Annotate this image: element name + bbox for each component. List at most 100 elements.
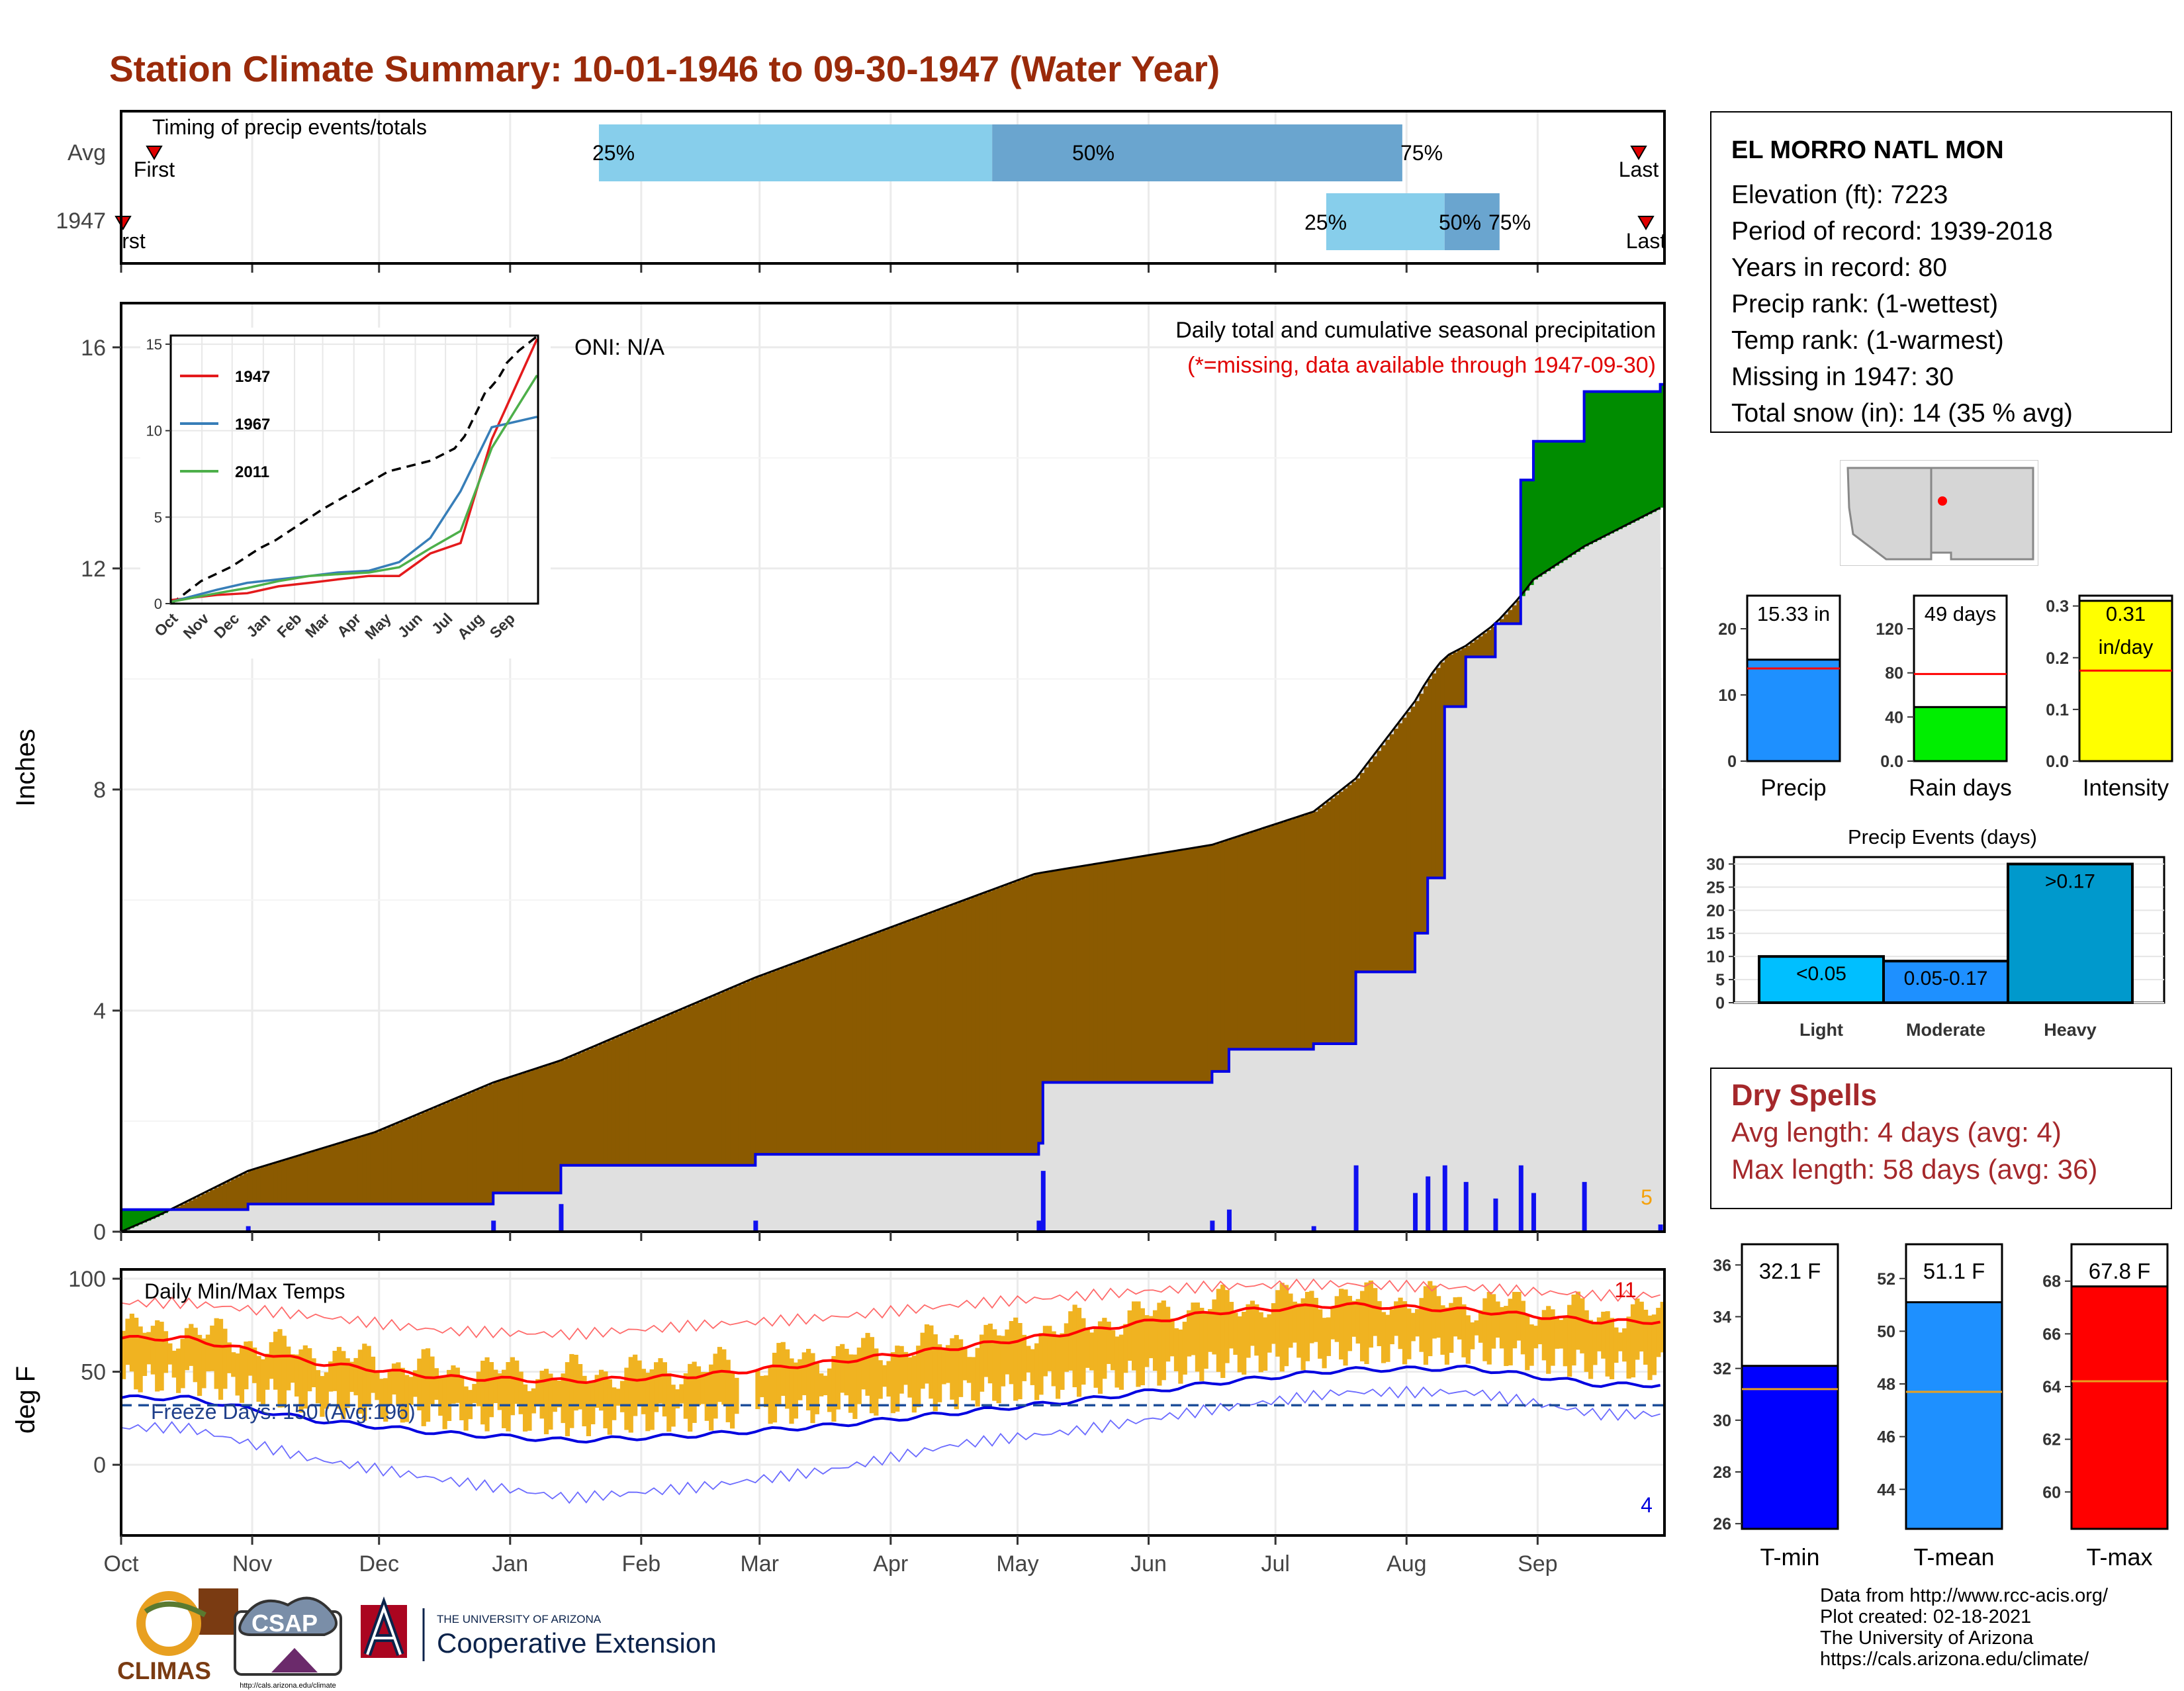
mini-tick-label: 0.0 [2046, 753, 2069, 771]
precip-deficit-slice [539, 1067, 545, 1193]
dry-spells-title: Dry Spells [1731, 1078, 1878, 1112]
temp-daily-bar [231, 1352, 236, 1377]
timing-last-avg: Last [1619, 158, 1659, 181]
precip-deficit-slice [785, 966, 790, 1155]
precip-deficit-slice [645, 1024, 651, 1165]
temp-daily-bar [1423, 1286, 1429, 1365]
mini-label: Rain days [1909, 775, 2012, 801]
temp-daily-bar [1258, 1312, 1263, 1373]
temp-daily-bar [404, 1375, 410, 1422]
temp-daily-bar [1279, 1283, 1285, 1372]
temp-daily-bar [1115, 1336, 1120, 1388]
temp-daily-bar [1537, 1318, 1543, 1345]
temp-daily-bar [886, 1361, 891, 1397]
precip-surplus-slice [1622, 391, 1627, 527]
precip-daily-bar [1426, 1176, 1431, 1232]
month-label: Dec [359, 1551, 398, 1577]
precip-deficit-slice [1373, 756, 1378, 972]
temp-daily-bar [1157, 1303, 1162, 1386]
precip-caption: Daily total and cumulative seasonal prec… [1175, 318, 1656, 343]
temp-daily-bar [1152, 1310, 1158, 1371]
temp-daily-bar [730, 1371, 735, 1429]
precip-deficit-slice [789, 964, 794, 1155]
precip-deficit-slice [797, 962, 803, 1155]
temp-record-max-line [120, 1278, 1661, 1341]
precip-deficit-slice [239, 1175, 244, 1210]
temp-daily-bar [362, 1344, 367, 1421]
temp-daily-bar [408, 1377, 414, 1405]
temp-daily-bar [1246, 1304, 1251, 1358]
temp-daily-bar [171, 1350, 177, 1378]
climas-text: CLIMAS [117, 1657, 211, 1684]
precip-deficit-slice [302, 1154, 308, 1205]
temp-daily-bar [1000, 1336, 1006, 1387]
precip-deficit-slice [1288, 819, 1293, 1050]
precip-deficit-slice [1115, 860, 1120, 1083]
precip-deficit-slice [294, 1156, 299, 1205]
temp-daily-bar [658, 1358, 663, 1404]
temp-daily-bar [1144, 1315, 1150, 1367]
precip-deficit-slice [683, 1008, 688, 1165]
precip-deficit-slice [1060, 869, 1065, 1083]
precip-deficit-slice [552, 1063, 557, 1193]
temp-daily-bar [654, 1362, 659, 1412]
precip-deficit-slice [1076, 866, 1081, 1083]
mini-bar [1913, 706, 2008, 762]
precip-deficit-slice [383, 1128, 388, 1205]
temp-daily-bar [1161, 1300, 1166, 1381]
precip-deficit-slice [717, 993, 722, 1165]
temp-daily-bar [1309, 1291, 1314, 1344]
temp-daily-bar [721, 1349, 727, 1405]
precip-deficit-slice [1216, 843, 1221, 1072]
temp-daily-bar [1326, 1317, 1332, 1356]
precip-deficit-slice [958, 902, 964, 1155]
precip-deficit-slice [1410, 706, 1416, 972]
precip-deficit-slice [328, 1146, 334, 1205]
temp-daily-bar [320, 1376, 325, 1417]
precip-surplus-slice [1563, 441, 1568, 561]
precip-daily-bar [1226, 1209, 1232, 1232]
temp-daily-bar [1465, 1315, 1471, 1364]
inset-legend-label: 1967 [235, 416, 270, 434]
temp-title: Daily Min/Max Temps [144, 1279, 345, 1303]
precip-deficit-slice [776, 970, 782, 1155]
precip-deficit-slice [987, 891, 993, 1155]
temp-daily-bar [704, 1372, 709, 1421]
precip-deficit-slice [806, 958, 811, 1155]
temp-daily-bar [298, 1349, 304, 1413]
month-label: May [996, 1551, 1038, 1577]
precip-deficit-slice [180, 1205, 185, 1210]
temp-daily-bar [142, 1332, 148, 1377]
precip-deficit-slice [612, 1038, 617, 1165]
dry-spells-box: Dry Spells Avg length: 4 days (avg: 4) M… [1710, 1068, 2172, 1209]
precip-deficit-slice [1406, 711, 1412, 972]
precip-daily-bar [1582, 1181, 1587, 1232]
precip-panel: 0 4 8 12 16 Inches Daily total and cumulativ… [11, 302, 1666, 1245]
temp-daily-bar [1398, 1297, 1403, 1349]
temp-daily-bar [311, 1358, 316, 1388]
precip-deficit-slice [1304, 814, 1310, 1050]
inset-ytick-label: 5 [154, 509, 162, 526]
temp-daily-bar [717, 1347, 723, 1402]
temp-daily-bar [1339, 1289, 1344, 1360]
temp-daily-bar [189, 1324, 194, 1366]
precip-deficit-slice [1144, 856, 1150, 1083]
tbar-tick-label: 30 [1713, 1412, 1731, 1430]
precip-deficit-slice [933, 911, 938, 1155]
temp-ylabel: deg F [11, 1366, 40, 1434]
precip-deficit-slice [662, 1017, 667, 1165]
temp-daily-bar [772, 1352, 778, 1423]
precip-deficit-slice [298, 1155, 304, 1205]
precip-deficit-slice [658, 1019, 663, 1165]
temp-daily-bar [856, 1348, 862, 1404]
temp-daily-bar [633, 1354, 638, 1416]
precip-deficit-slice [1187, 848, 1192, 1083]
timing-avg-p75: 75% [1400, 141, 1443, 165]
temp-daily-bar [1415, 1308, 1420, 1337]
temp-daily-bar [1381, 1312, 1387, 1363]
month-label: Sep [1518, 1551, 1558, 1577]
precip-deficit-slice [1364, 767, 1369, 972]
precip-deficit-slice [1351, 782, 1357, 1044]
precip-deficit-slice [527, 1071, 532, 1193]
precip-deficit-slice [924, 915, 929, 1155]
